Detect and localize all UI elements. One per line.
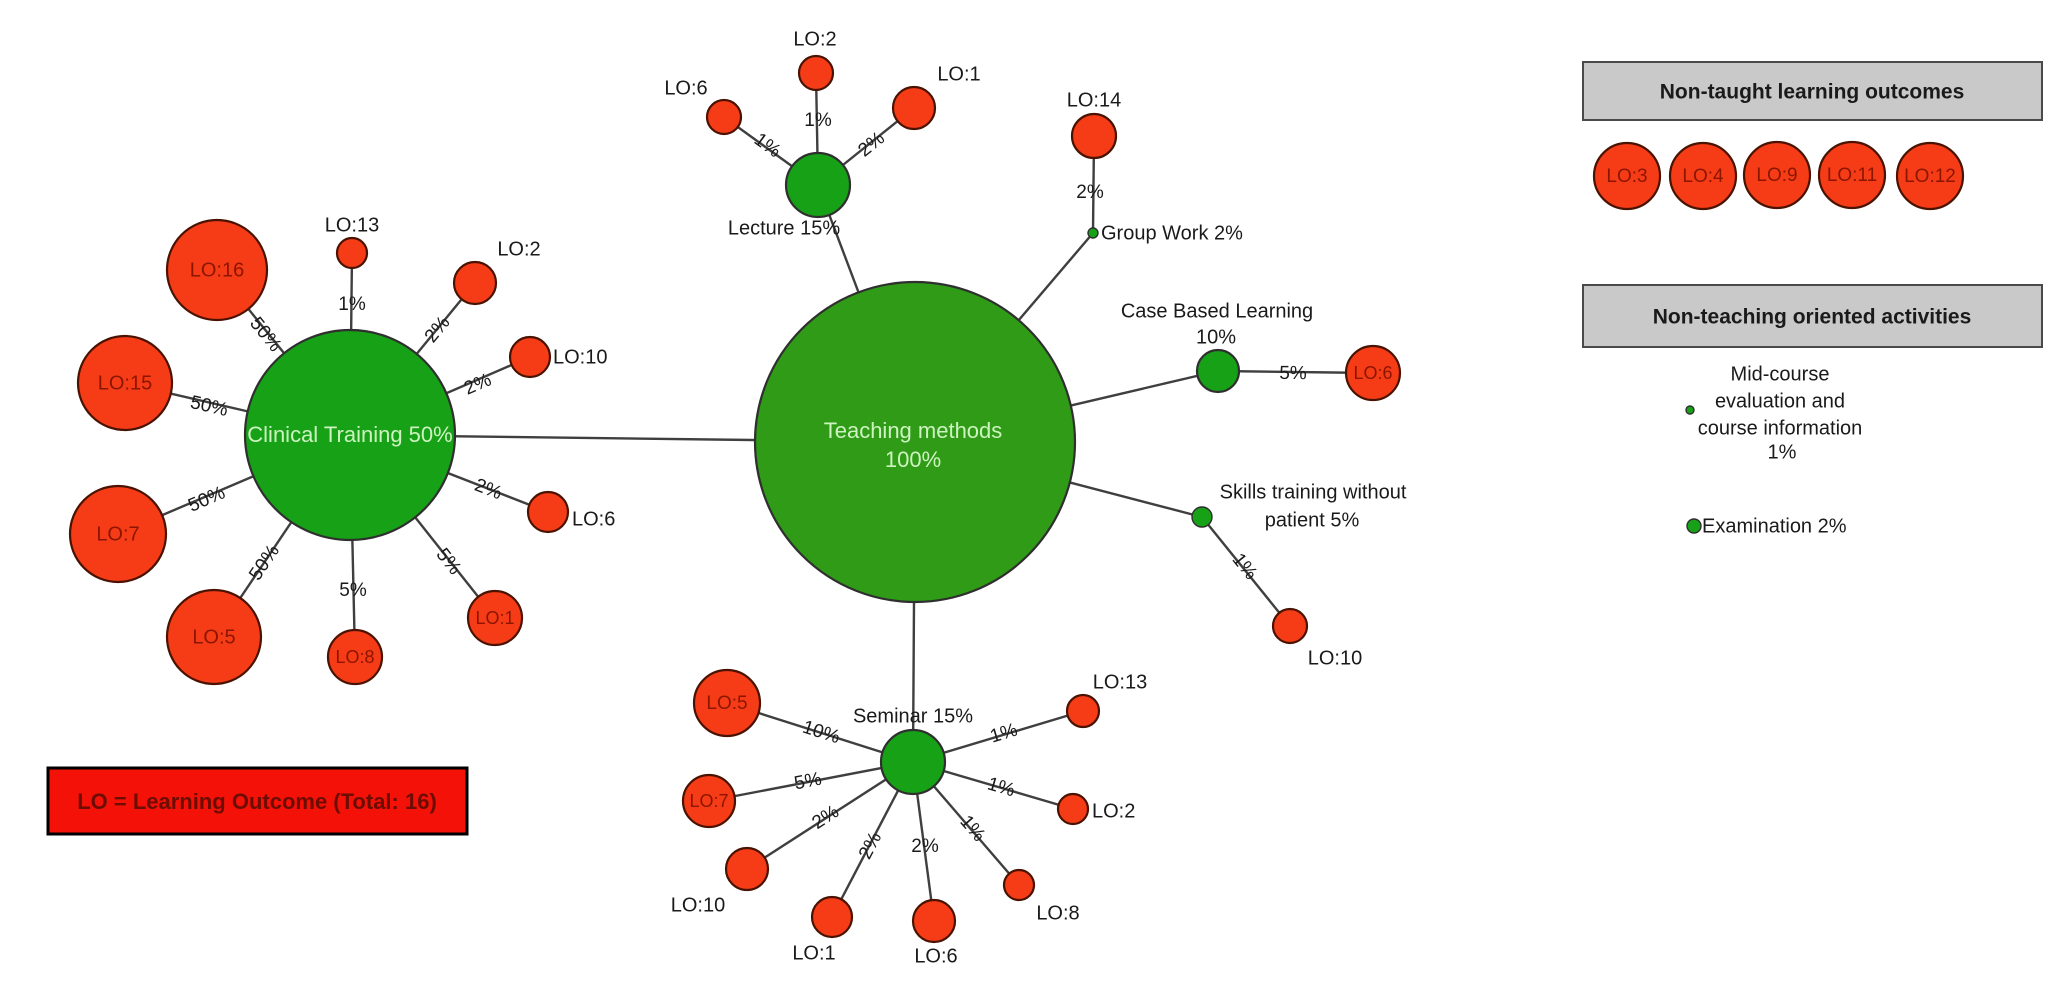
edge-weight-label: 5% [792, 769, 823, 795]
learning-outcome-circle-lec-lo6 [705, 98, 743, 136]
node-label-lec-lo2: LO:2 [793, 28, 836, 50]
learning-outcome-circle-ct-lo15 [76, 334, 174, 432]
learning-outcome-circle-cb-lo6 [1344, 344, 1402, 402]
node-label-ct-lo2: LO:2 [497, 238, 540, 260]
activity-circle-clinical [243, 328, 457, 542]
node-label-casebased: Case Based Learning [1121, 300, 1313, 322]
learning-outcome-circle-sem-lo5 [692, 668, 762, 738]
activity-circle-lecture [784, 151, 852, 219]
learning-outcome-circle-sem-lo10 [724, 846, 770, 892]
node-label-nt-lo9: LO:9 [1756, 165, 1797, 186]
node-label-exam: Examination 2% [1702, 515, 1847, 537]
learning-outcome-circle-sem-lo2 [1056, 792, 1090, 826]
node-label-sem-lo5: LO:5 [706, 693, 747, 714]
activity-circle-midcourse [1685, 405, 1695, 415]
non-taught-header-label: Non-taught learning outcomes [1660, 81, 1965, 104]
learning-outcome-circle-sem-lo7 [681, 773, 737, 829]
learning-outcome-circle-ct-lo5 [165, 588, 263, 686]
learning-outcome-circle-sem-lo1 [810, 895, 854, 939]
edge-weight-label: 2% [911, 836, 939, 857]
activity-circle-teaching [753, 280, 1077, 604]
learning-outcome-circle-nt-lo3 [1592, 141, 1662, 211]
edge-weight-label: 5% [339, 580, 367, 601]
non-taught-header [1582, 61, 2043, 121]
learning-outcome-circle-gw-lo14 [1070, 112, 1118, 160]
learning-outcome-circle-nt-lo12 [1895, 141, 1965, 211]
legend-box [46, 766, 469, 836]
node-label-casebased: 10% [1196, 326, 1236, 348]
node-label-skills: patient 5% [1265, 509, 1360, 531]
learning-outcome-circle-nt-lo4 [1668, 141, 1738, 211]
node-label-sem-lo6: LO:6 [914, 945, 957, 967]
node-label-teaching: 100% [885, 447, 941, 472]
learning-outcome-circle-sem-lo8 [1002, 868, 1036, 902]
activity-circle-seminar [879, 728, 947, 796]
node-label-ct-lo13: LO:13 [325, 214, 379, 236]
node-label-sem-lo2: LO:2 [1092, 800, 1135, 822]
edge-weight-label: 1% [804, 110, 832, 131]
node-label-ct-lo8: LO:8 [335, 647, 374, 667]
edge-weight-label: 2% [1076, 182, 1104, 203]
learning-outcome-circle-ct-lo1 [466, 589, 524, 647]
node-label-nt-lo3: LO:3 [1606, 166, 1647, 187]
learning-outcome-circle-ct-lo10 [508, 335, 552, 379]
node-label-ct-lo16: LO:16 [190, 259, 244, 281]
node-label-sem-lo8: LO:8 [1036, 902, 1079, 924]
learning-outcome-circle-sk-lo10 [1271, 607, 1309, 645]
node-label-sem-lo10: LO:10 [671, 894, 725, 916]
node-label-sk-lo10: LO:10 [1308, 647, 1362, 669]
node-label-nt-lo12: LO:12 [1904, 166, 1956, 187]
learning-outcome-circle-lec-lo1 [891, 85, 937, 131]
activity-circle-casebased [1195, 348, 1241, 394]
learning-outcome-circle-sem-lo13 [1065, 693, 1101, 729]
activity-circle-exam [1686, 518, 1702, 534]
learning-outcome-circle-ct-lo7 [68, 484, 168, 584]
node-label-ct-lo15: LO:15 [98, 372, 152, 394]
learning-outcome-circle-nt-lo9 [1742, 140, 1812, 210]
node-label-lec-lo6: LO:6 [664, 77, 707, 99]
node-label-ct-lo5: LO:5 [192, 626, 235, 648]
node-label-gw-lo14: LO:14 [1067, 89, 1121, 111]
node-label-lec-lo1: LO:1 [937, 63, 980, 85]
node-label-midcourse: evaluation and [1715, 390, 1845, 412]
node-label-ct-lo6: LO:6 [572, 508, 615, 530]
node-label-skills: Skills training without [1220, 481, 1407, 503]
activity-circle-skills [1191, 506, 1213, 528]
edge-weight-label: 5% [1279, 363, 1307, 384]
learning-outcome-circle-ct-lo2 [452, 260, 498, 306]
node-label-lecture: Lecture 15% [728, 217, 841, 239]
node-label-ct-lo10: LO:10 [553, 346, 607, 368]
edge-skills-sk-lo10 [1201, 516, 1291, 627]
edge-seminar-sem-lo7 [708, 760, 914, 803]
node-label-cb-lo6: LO:6 [1353, 363, 1392, 383]
node-label-sem-lo13: LO:13 [1093, 671, 1147, 693]
legend-box-label: LO = Learning Outcome (Total: 16) [77, 789, 437, 814]
node-label-sem-lo7: LO:7 [689, 791, 728, 811]
node-label-seminar: Seminar 15% [853, 705, 973, 727]
activity-circle-groupwork [1087, 227, 1099, 239]
edge-weight-label: 1% [338, 294, 366, 315]
node-label-ct-lo7: LO:7 [96, 523, 139, 545]
node-label-midcourse: course information [1698, 417, 1863, 439]
learning-outcome-circle-ct-lo6 [526, 490, 570, 534]
learning-outcome-circle-ct-lo16 [165, 218, 269, 322]
node-label-midcourse: 1% [1768, 441, 1797, 463]
node-label-midcourse: Mid-course [1731, 363, 1830, 385]
learning-outcome-circle-ct-lo8 [326, 628, 384, 686]
node-label-sem-lo1: LO:1 [792, 942, 835, 964]
learning-outcome-circle-ct-lo13 [335, 236, 369, 270]
non-teaching-header-label: Non-teaching oriented activities [1653, 306, 1972, 329]
node-label-nt-lo4: LO:4 [1682, 166, 1724, 187]
non-teaching-header [1582, 284, 2043, 348]
learning-outcome-circle-lec-lo2 [797, 54, 835, 92]
node-label-groupwork: Group Work 2% [1101, 222, 1243, 244]
node-label-teaching: Teaching methods [824, 418, 1003, 443]
node-label-clinical: Clinical Training 50% [247, 422, 452, 447]
node-label-nt-lo11: LO:11 [1827, 165, 1877, 186]
learning-outcome-circle-nt-lo11 [1817, 140, 1887, 210]
node-label-ct-lo1: LO:1 [475, 608, 514, 628]
learning-outcome-circle-sem-lo6 [911, 898, 957, 944]
